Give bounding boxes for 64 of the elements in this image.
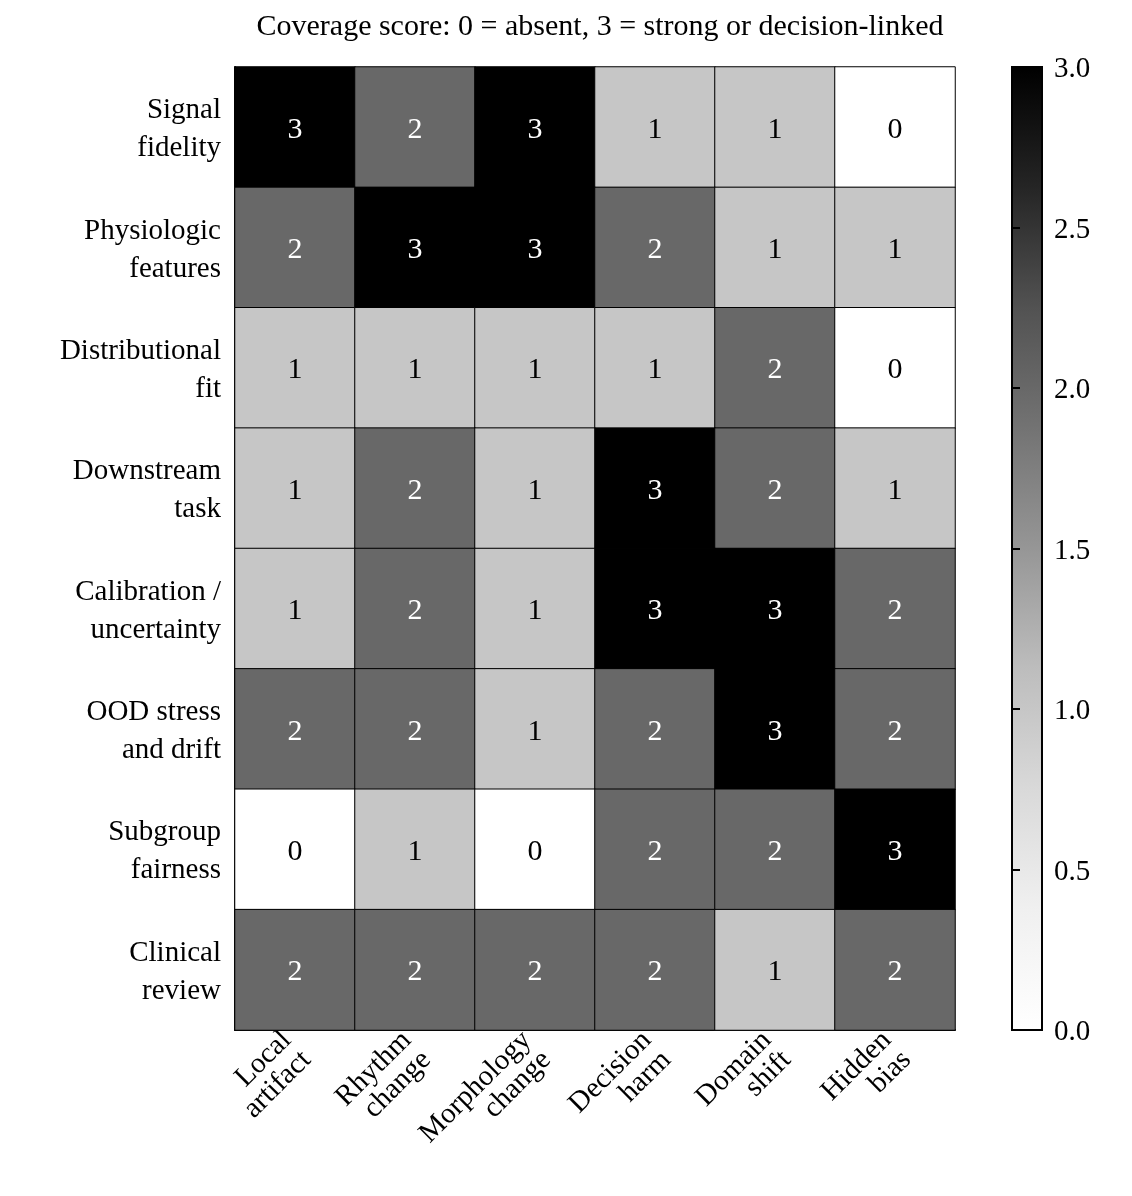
- data-label: 2: [287, 712, 303, 746]
- data-label: 2: [767, 832, 783, 866]
- data-label: 3: [527, 110, 543, 144]
- color-bar-label: 0.5: [1054, 853, 1091, 886]
- data-label: 1: [527, 592, 543, 626]
- data-label: 2: [407, 110, 423, 144]
- data-label: 2: [527, 953, 543, 987]
- data-label: 2: [767, 471, 783, 505]
- data-label: 2: [287, 231, 303, 265]
- data-label: 1: [527, 712, 543, 746]
- y-tick-label: Calibration / uncertainty: [75, 573, 222, 644]
- data-label: 2: [887, 712, 903, 746]
- chart-title: Coverage score: 0 = absent, 3 = strong or decision-linked: [256, 7, 944, 41]
- data-label: 3: [407, 231, 423, 265]
- y-tick-label: Subgroup fairness: [108, 814, 221, 885]
- data-label: 1: [527, 351, 543, 385]
- data-label: 3: [767, 712, 783, 746]
- y-tick-label: Downstream task: [72, 453, 222, 524]
- data-label: 1: [407, 351, 423, 385]
- data-label: 2: [407, 953, 423, 987]
- data-label: 1: [287, 471, 303, 505]
- data-label: 1: [767, 231, 783, 265]
- data-label: 0: [527, 832, 543, 866]
- data-label: 0: [887, 351, 903, 385]
- color-bar-label: 1.5: [1054, 532, 1091, 565]
- y-tick-label: Clinical review: [129, 934, 222, 1005]
- data-label: 2: [407, 712, 423, 746]
- data-label: 1: [887, 471, 903, 505]
- data-label: 1: [407, 832, 423, 866]
- data-label: 2: [647, 712, 663, 746]
- color-bar-label: 3.0: [1054, 51, 1091, 83]
- data-label: 0: [287, 832, 303, 866]
- data-label: 2: [647, 231, 663, 265]
- data-label: 1: [287, 592, 303, 626]
- y-tick-label: Distributional fit: [59, 332, 221, 403]
- y-tick-label: Signal fidelity: [137, 92, 222, 163]
- data-label: 3: [527, 231, 543, 265]
- y-tick-label: OOD stress and drift: [86, 694, 221, 765]
- data-label: 2: [887, 592, 903, 626]
- data-label: 1: [527, 471, 543, 505]
- data-label: 2: [767, 351, 783, 385]
- color-bar-label: 1.0: [1054, 693, 1091, 725]
- y-tick-label: Physiologic features: [84, 212, 221, 283]
- data-label: 1: [647, 351, 663, 385]
- data-label: 1: [287, 351, 303, 385]
- data-label: 1: [887, 231, 903, 265]
- data-label: 2: [887, 953, 903, 987]
- data-label: 3: [767, 592, 783, 626]
- data-label: 3: [887, 832, 903, 866]
- color-bar-label: 2.0: [1054, 372, 1091, 404]
- data-label: 0: [887, 110, 903, 144]
- color-bar-label: 2.5: [1054, 211, 1091, 244]
- data-label: 2: [647, 953, 663, 987]
- data-label: 3: [287, 110, 303, 144]
- data-label: 1: [647, 110, 663, 144]
- data-label: 1: [767, 110, 783, 144]
- data-label: 3: [647, 471, 663, 505]
- data-label: 2: [287, 953, 303, 987]
- data-label: 2: [647, 832, 663, 866]
- data-label: 3: [647, 592, 663, 626]
- data-label: 2: [407, 471, 423, 505]
- data-label: 2: [407, 592, 423, 626]
- color-bar-label: 0.0: [1054, 1014, 1091, 1046]
- data-label: 1: [767, 953, 783, 987]
